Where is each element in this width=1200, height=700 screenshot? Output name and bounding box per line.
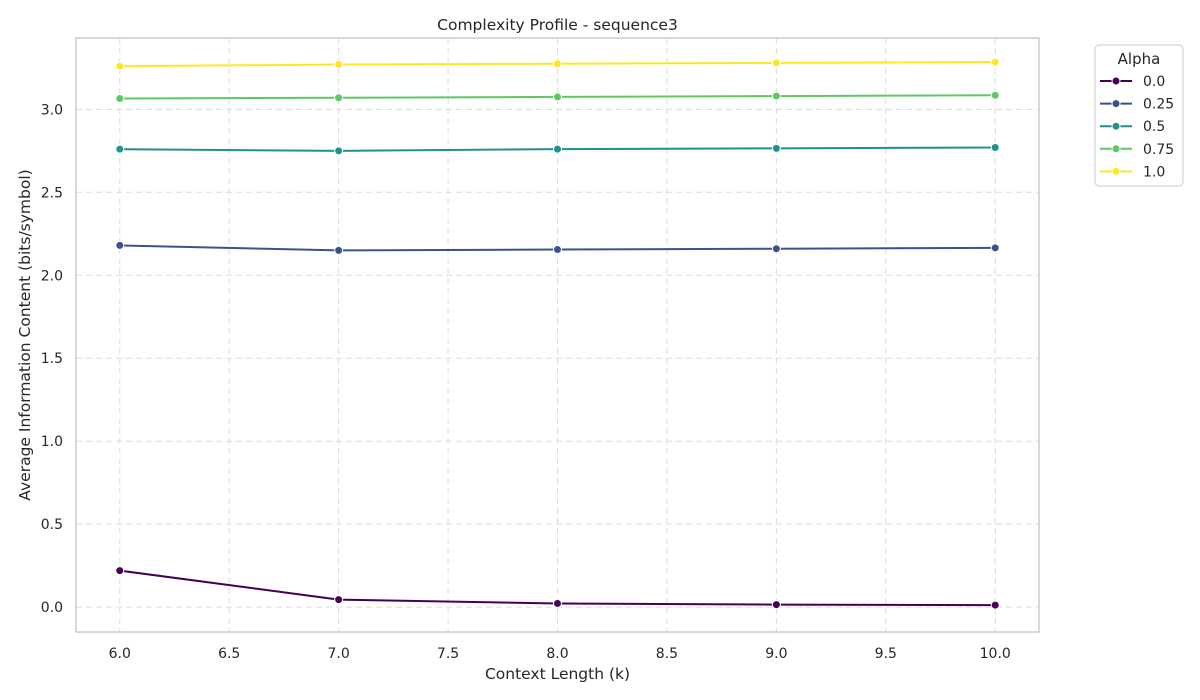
legend-label: 0.75	[1143, 142, 1174, 158]
y-tick-label: 2.0	[41, 268, 63, 284]
plot-frame	[75, 37, 1040, 633]
data-point-0	[334, 595, 344, 605]
legend-swatch-marker	[1111, 144, 1121, 154]
data-point-4	[990, 57, 1000, 67]
x-tick-label: 10.0	[980, 646, 1011, 662]
data-point-4	[115, 61, 125, 71]
x-tick-label: 8.0	[546, 646, 568, 662]
data-point-1	[115, 240, 125, 250]
series-layer	[115, 57, 1000, 610]
y-tick-label: 0.5	[41, 517, 63, 533]
chart-title: Complexity Profile - sequence3	[437, 16, 678, 34]
x-axis-label: Context Length (k)	[485, 665, 630, 683]
legend-label: 1.0	[1143, 164, 1165, 180]
legend-title: Alpha	[1118, 50, 1161, 68]
y-axis-ticks: 0.0 0.5 1.0 1.5 2.0 2.5 3.0	[41, 102, 63, 616]
data-point-1	[990, 243, 1000, 253]
legend-label: 0.0	[1143, 74, 1165, 90]
x-tick-label: 7.0	[328, 646, 350, 662]
data-point-2	[334, 146, 344, 156]
legend: Alpha 0.0 0.25 0.5 0.75 1.0	[1094, 44, 1184, 187]
x-axis-ticks: 6.0 6.5 7.0 7.5 8.0 8.5 9.0 9.5 10.0	[109, 646, 1011, 662]
y-tick-label: 1.5	[41, 351, 63, 367]
legend-label: 0.25	[1143, 97, 1174, 113]
data-point-4	[553, 59, 562, 69]
y-tick-label: 1.0	[41, 434, 63, 450]
data-point-3	[990, 90, 1000, 100]
x-tick-label: 6.5	[218, 646, 240, 662]
data-point-0	[771, 600, 781, 610]
x-tick-label: 8.5	[656, 646, 678, 662]
legend-swatch-marker	[1111, 99, 1121, 109]
data-point-0	[115, 566, 125, 576]
data-point-4	[334, 60, 344, 70]
data-point-3	[771, 91, 781, 101]
data-point-2	[553, 144, 562, 154]
data-point-3	[334, 93, 344, 103]
legend-swatch-marker	[1111, 121, 1121, 131]
legend-label: 0.5	[1143, 119, 1165, 135]
y-tick-label: 2.5	[41, 185, 63, 201]
x-tick-label: 7.5	[437, 646, 459, 662]
y-tick-label: 0.0	[41, 600, 63, 616]
data-point-3	[553, 92, 562, 102]
data-point-2	[990, 143, 1000, 153]
x-tick-label: 9.5	[875, 646, 897, 662]
grid-layer	[76, 38, 1039, 632]
data-point-0	[990, 600, 1000, 610]
y-tick-label: 3.0	[41, 102, 63, 118]
data-point-2	[115, 144, 125, 154]
legend-entries: 0.0 0.25 0.5 0.75 1.0	[1100, 74, 1174, 180]
x-tick-label: 9.0	[765, 646, 787, 662]
data-point-2	[771, 143, 781, 153]
y-axis-label: Average Information Content (bits/symbol…	[16, 169, 34, 500]
x-tick-label: 6.0	[109, 646, 131, 662]
data-point-1	[553, 245, 562, 255]
data-point-1	[771, 244, 781, 254]
legend-swatch-marker	[1111, 166, 1121, 176]
data-point-1	[334, 245, 344, 255]
data-point-4	[771, 58, 781, 68]
data-point-3	[115, 94, 125, 104]
data-point-0	[553, 598, 562, 608]
legend-swatch-marker	[1111, 76, 1121, 86]
